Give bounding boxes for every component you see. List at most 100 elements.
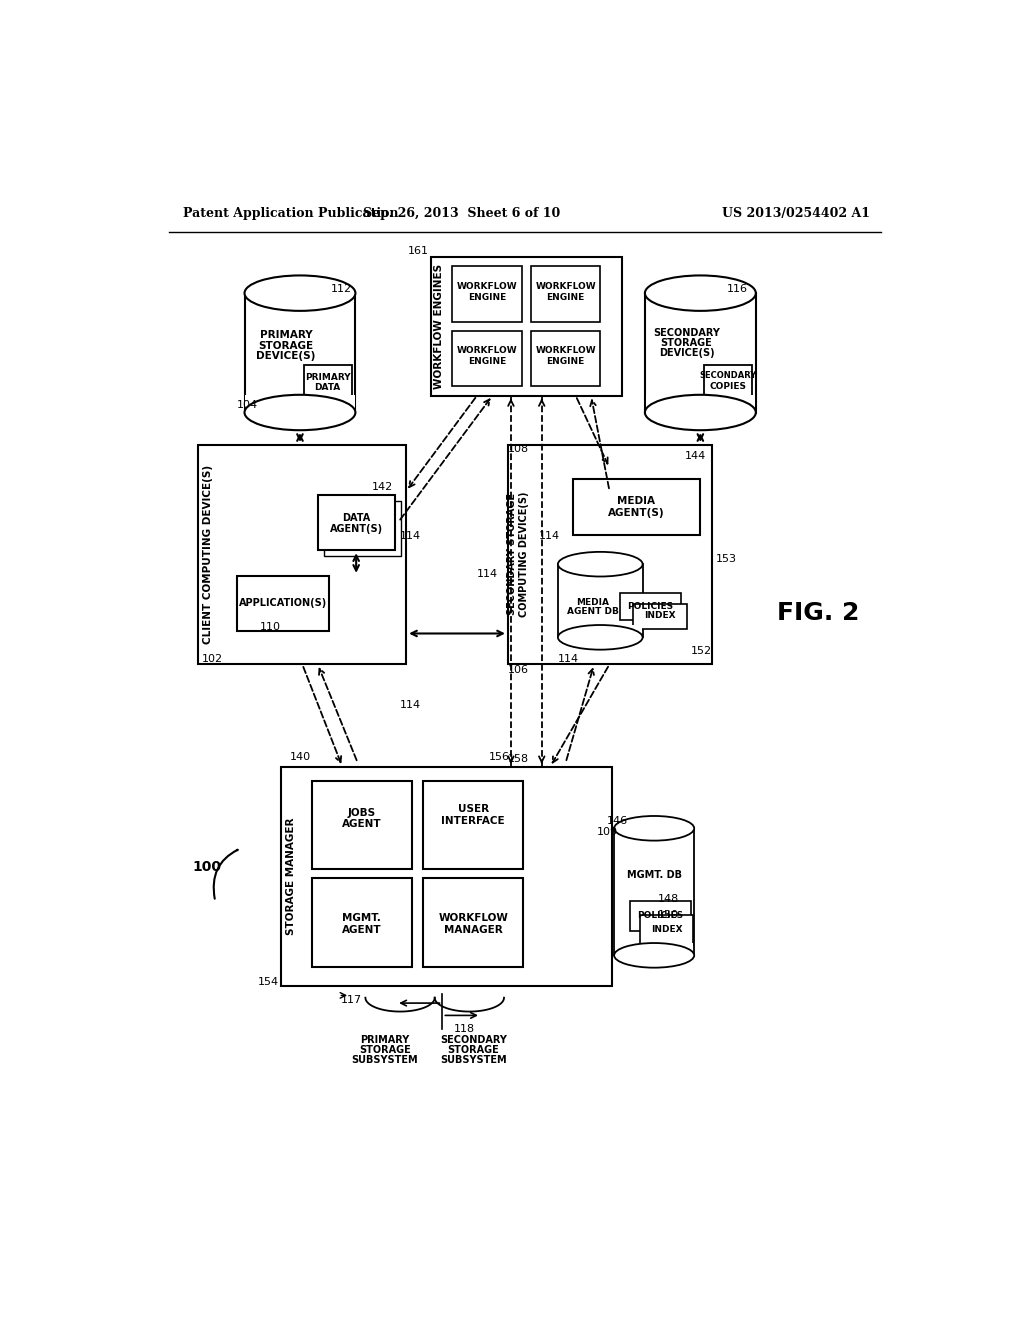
Text: 148: 148	[658, 894, 679, 904]
Text: USER: USER	[458, 804, 488, 814]
Text: MANAGER: MANAGER	[443, 925, 503, 935]
Text: PRIMARY: PRIMARY	[305, 372, 350, 381]
Bar	[646, 395, 755, 412]
Bar	[620, 594, 681, 620]
Text: 114: 114	[477, 569, 499, 579]
Text: STORAGE MANAGER: STORAGE MANAGER	[286, 817, 296, 935]
Text: 110: 110	[260, 622, 281, 631]
Text: 117: 117	[340, 995, 361, 1005]
Text: WORKFLOW: WORKFLOW	[438, 913, 508, 924]
Bar	[324, 502, 400, 557]
Text: STORAGE: STORAGE	[358, 1045, 411, 1055]
Text: 152: 152	[691, 647, 712, 656]
Text: POLICIES: POLICIES	[628, 602, 674, 611]
Text: 106: 106	[508, 665, 528, 676]
Text: SECONDARY STORAGE
COMPUTING DEVICE(S): SECONDARY STORAGE COMPUTING DEVICE(S)	[507, 491, 528, 616]
Text: WORKFLOW: WORKFLOW	[457, 346, 517, 355]
Bar	[311, 780, 412, 869]
Bar	[531, 331, 600, 387]
Text: MEDIA: MEDIA	[577, 598, 609, 607]
Text: 112: 112	[331, 284, 352, 294]
Text: 150: 150	[658, 909, 679, 920]
Text: INTERFACE: INTERFACE	[441, 816, 505, 825]
Ellipse shape	[558, 552, 643, 577]
Text: MGMT. DB: MGMT. DB	[627, 870, 682, 879]
Bar	[453, 267, 521, 322]
Bar	[311, 878, 412, 966]
Text: DATA: DATA	[314, 383, 341, 392]
Bar	[423, 780, 523, 869]
Text: 153: 153	[716, 554, 736, 564]
Text: WORKFLOW: WORKFLOW	[457, 281, 517, 290]
Text: JOBS: JOBS	[347, 808, 376, 818]
Text: SECONDARY: SECONDARY	[653, 329, 720, 338]
Bar	[645, 293, 756, 412]
Text: 114: 114	[400, 531, 421, 541]
Bar	[304, 364, 351, 400]
Bar	[640, 915, 692, 945]
Text: 140: 140	[290, 752, 311, 763]
Text: 114: 114	[400, 700, 421, 710]
Bar	[573, 479, 700, 535]
Text: INDEX: INDEX	[644, 611, 676, 620]
Text: 144: 144	[685, 451, 707, 462]
Bar	[558, 564, 643, 638]
Text: MEDIA: MEDIA	[617, 496, 655, 506]
Text: 161: 161	[409, 246, 429, 256]
Bar	[633, 605, 686, 628]
Text: STORAGE: STORAGE	[447, 1045, 499, 1055]
Text: CLIENT COMPUTING DEVICE(S): CLIENT COMPUTING DEVICE(S)	[204, 465, 213, 644]
Text: AGENT: AGENT	[342, 925, 381, 935]
Bar	[423, 878, 523, 966]
Bar	[559, 626, 642, 638]
Text: AGENT(S): AGENT(S)	[330, 524, 383, 533]
Text: COPIES: COPIES	[710, 381, 746, 391]
Text: DEVICE(S): DEVICE(S)	[256, 351, 315, 360]
Ellipse shape	[645, 276, 756, 312]
Text: WORKFLOW ENGINES: WORKFLOW ENGINES	[433, 264, 443, 389]
Text: MGMT.: MGMT.	[342, 913, 381, 924]
Ellipse shape	[245, 276, 355, 312]
Text: DEVICE(S): DEVICE(S)	[658, 348, 715, 358]
Text: SECONDARY: SECONDARY	[439, 1035, 507, 1045]
Text: 146: 146	[606, 816, 628, 825]
Bar	[508, 445, 712, 664]
Text: APPLICATION(S): APPLICATION(S)	[239, 598, 327, 609]
Text: 114: 114	[558, 653, 579, 664]
Bar	[237, 576, 330, 631]
Text: 154: 154	[258, 977, 280, 987]
Text: 109: 109	[596, 828, 617, 837]
FancyArrowPatch shape	[214, 850, 238, 899]
Text: STORAGE: STORAGE	[660, 338, 713, 348]
Text: FIG. 2: FIG. 2	[777, 601, 860, 624]
Text: 114: 114	[539, 531, 560, 541]
Bar	[199, 445, 407, 664]
Bar	[453, 331, 521, 387]
Text: DATA: DATA	[342, 513, 371, 523]
Text: WORKFLOW: WORKFLOW	[536, 346, 596, 355]
Bar	[431, 257, 622, 396]
Bar	[281, 767, 611, 986]
Text: 100: 100	[193, 859, 221, 874]
Text: 108: 108	[508, 445, 529, 454]
Text: SECONDARY: SECONDARY	[699, 371, 757, 380]
Text: SUBSYSTEM: SUBSYSTEM	[440, 1055, 507, 1065]
Ellipse shape	[614, 942, 694, 968]
Text: PRIMARY: PRIMARY	[260, 330, 312, 341]
Bar	[531, 267, 600, 322]
Bar	[317, 495, 394, 550]
Text: INDEX: INDEX	[650, 925, 682, 933]
Text: 142: 142	[372, 482, 393, 492]
Text: 158: 158	[508, 754, 529, 764]
Text: Patent Application Publication: Patent Application Publication	[183, 207, 398, 220]
Text: AGENT DB: AGENT DB	[566, 607, 618, 616]
Text: AGENT: AGENT	[342, 820, 381, 829]
Bar	[614, 829, 694, 956]
Ellipse shape	[558, 626, 643, 649]
Ellipse shape	[245, 395, 355, 430]
Text: ENGINE: ENGINE	[547, 358, 585, 366]
Bar	[614, 942, 693, 956]
Text: PRIMARY: PRIMARY	[360, 1035, 410, 1045]
Bar	[246, 395, 354, 412]
Ellipse shape	[645, 395, 756, 430]
